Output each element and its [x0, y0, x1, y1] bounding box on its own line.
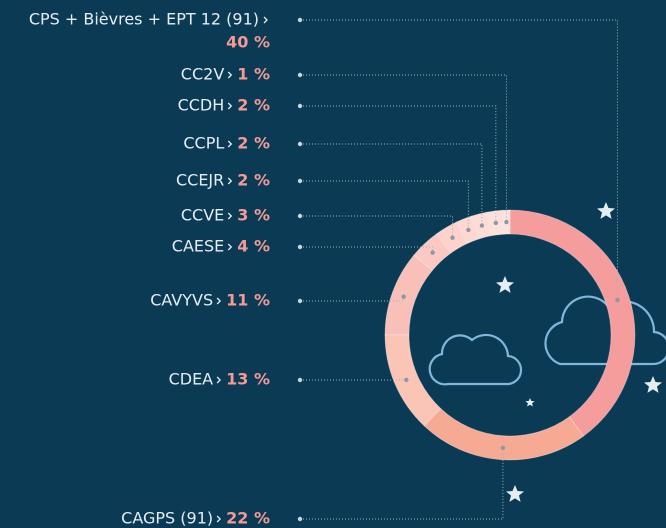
- value-label: 40 %: [226, 33, 270, 52]
- connector-dot: [298, 73, 302, 77]
- category-label: CC2V: [181, 65, 225, 84]
- anchor-dot: [615, 298, 619, 302]
- category-label: CCEJR: [176, 171, 224, 190]
- anchor-dot: [401, 295, 405, 299]
- anchor-dot: [494, 221, 498, 225]
- anchor-dot: [504, 220, 508, 224]
- value-label: 4 %: [237, 237, 270, 256]
- category-label: CPS + Bièvres + EPT 12 (91): [29, 10, 259, 29]
- background: [0, 0, 666, 528]
- category-label: CCVE: [181, 206, 224, 225]
- value-label: 13 %: [226, 370, 270, 389]
- category-label: CAESE: [172, 237, 225, 256]
- connector-dot: [298, 245, 302, 249]
- value-label: 22 %: [226, 509, 270, 528]
- value-label: 3 %: [237, 206, 270, 225]
- connector-dot: [298, 18, 302, 22]
- anchor-dot: [466, 228, 470, 232]
- value-label: 2 %: [237, 134, 270, 153]
- category-label: CCPL: [183, 134, 224, 153]
- anchor-dot: [430, 250, 434, 254]
- category-label: CAVYVS: [150, 291, 213, 310]
- connector-dot: [298, 104, 302, 108]
- chart: CPS + Bièvres + EPT 12 (91) 40 % 1 % CC2V 2 …: [0, 0, 666, 528]
- anchor-dot: [501, 446, 505, 450]
- anchor-dot: [404, 378, 408, 382]
- connector-dot: [298, 214, 302, 218]
- connector-dot: [298, 378, 302, 382]
- value-label: 11 %: [226, 291, 270, 310]
- category-label: CDEA: [169, 370, 214, 389]
- category-label: CCDH: [178, 96, 225, 115]
- connector-dot: [298, 142, 302, 146]
- anchor-dot: [480, 223, 484, 227]
- connector-dot: [298, 299, 302, 303]
- connector-dot: [298, 179, 302, 183]
- value-label: 2 %: [237, 171, 270, 190]
- connector-dot: [298, 517, 302, 521]
- value-label: 1 %: [237, 65, 270, 84]
- category-label: CAGPS (91): [121, 509, 213, 528]
- value-label: 2 %: [237, 96, 270, 115]
- anchor-dot: [450, 236, 454, 240]
